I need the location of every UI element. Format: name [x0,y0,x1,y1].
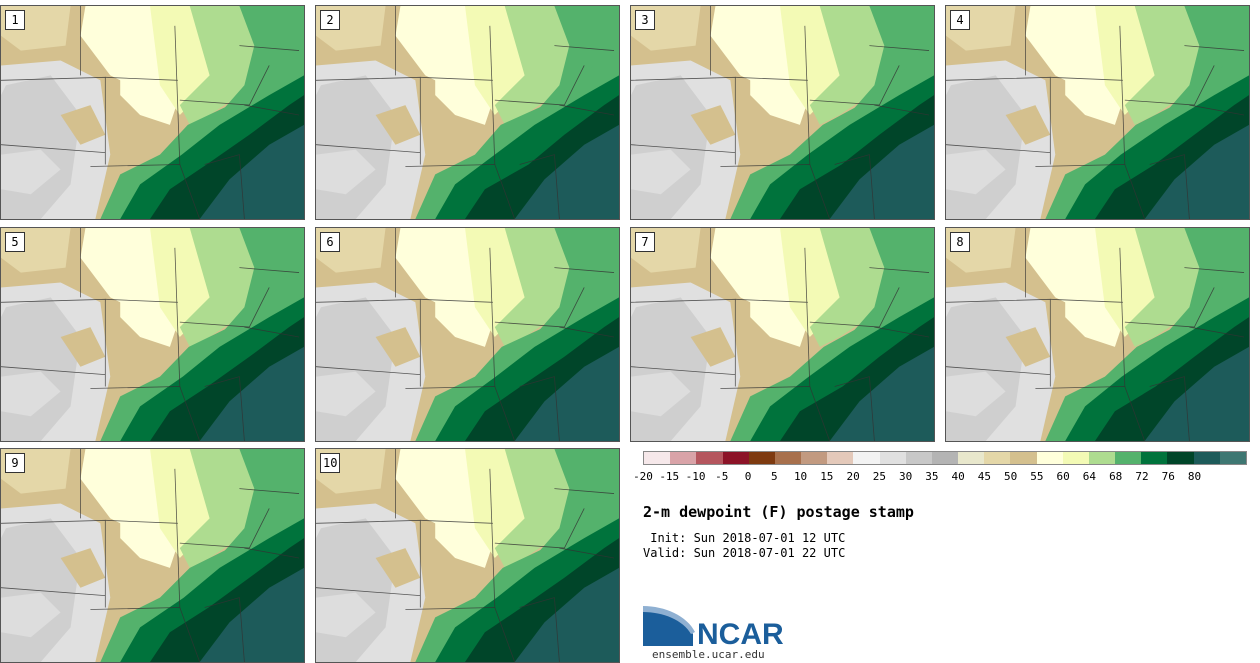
valid-time: Valid: Sun 2018-07-01 22 UTC [643,546,846,560]
colorbar-swatch [1219,452,1246,464]
colorbar-tick-label: 55 [1030,470,1044,483]
colorbar-tick-label: 0 [744,470,752,483]
colorbar-tick-label: 45 [977,470,992,483]
colorbar-swatch [748,452,775,464]
colorbar-swatch [774,452,802,464]
member-map-panel: 10 [315,448,620,663]
member-map-panel: 1 [0,5,305,220]
colorbar-swatch [879,452,906,464]
colorbar-tick-label: 76 [1161,470,1175,483]
colorbar-swatch [801,452,828,464]
colorbar-swatch [670,452,697,464]
member-map-panel: 2 [315,5,620,220]
colorbar-swatch [827,452,854,464]
colorbar-tick-label: -10 [685,470,706,483]
member-map-panel: 7 [630,227,935,442]
colorbar-swatch [722,452,749,464]
colorbar-swatch [1115,452,1142,464]
colorbar-tick-label: 20 [846,470,860,483]
colorbar-tick-label: 30 [898,470,913,483]
member-number-label: 6 [320,232,340,252]
colorbar-tick-label: 35 [925,470,939,483]
member-number-label: 1 [5,10,25,30]
member-number-label: 3 [635,10,655,30]
colorbar-tick-label: 64 [1082,470,1097,483]
colorbar-tick-label: 10 [793,470,808,483]
colorbar-swatch [958,452,985,464]
colorbar-swatch [1062,452,1089,464]
member-map-panel: 3 [630,5,935,220]
member-map-panel: 4 [945,5,1250,220]
colorbar-tick-label: 40 [951,470,965,483]
colorbar-tick-label: 80 [1187,470,1202,483]
member-map-panel: 5 [0,227,305,442]
ncar-logo: NCAR [643,606,793,651]
colorbar-swatch [1010,452,1037,464]
colorbar-tick-label: 25 [872,470,886,483]
init-time: Init: Sun 2018-07-01 12 UTC [643,531,846,545]
colorbar-tick-label: -15 [659,470,680,483]
colorbar-swatch [1193,452,1220,464]
member-map-panel: 8 [945,227,1250,442]
colorbar-swatch [696,452,723,464]
logo-wordmark: NCAR [697,618,784,650]
chart-title: 2-m dewpoint (F) postage stamp [643,503,914,521]
member-map-panel: 9 [0,448,305,663]
colorbar-tick-label: -20 [633,470,653,483]
dewpoint-colorbar [643,451,1247,465]
colorbar-swatch [644,452,671,464]
colorbar-swatch [1167,452,1194,464]
colorbar-tick-label: -5 [715,470,729,483]
member-number-label: 10 [320,453,341,473]
member-number-label: 8 [950,232,970,252]
member-number-label: 7 [635,232,655,252]
colorbar-swatch [931,452,959,464]
colorbar-swatch [853,452,880,464]
colorbar-swatch [1141,452,1168,464]
member-number-label: 5 [5,232,25,252]
colorbar-swatch [984,452,1011,464]
colorbar-tick-labels: -20 -15 -10 -5 0 5 10 15 20 25 30 35 40 45 50 55 60 64 68 7… [633,470,1253,484]
member-number-label: 9 [5,453,25,473]
colorbar-tick-label: 5 [770,470,778,483]
member-map-panel: 6 [315,227,620,442]
colorbar-swatch [1036,452,1063,464]
colorbar-tick-label: 68 [1109,470,1123,483]
site-url: ensemble.ucar.edu [652,648,765,661]
member-number-label: 2 [320,10,340,30]
colorbar-swatch [905,452,932,464]
colorbar-tick-label: 50 [1004,470,1018,483]
member-number-label: 4 [950,10,970,30]
colorbar-tick-label: 15 [820,470,834,483]
colorbar-swatch [1088,452,1116,464]
colorbar-tick-label: 72 [1135,470,1149,483]
colorbar-tick-label: 60 [1056,470,1070,483]
